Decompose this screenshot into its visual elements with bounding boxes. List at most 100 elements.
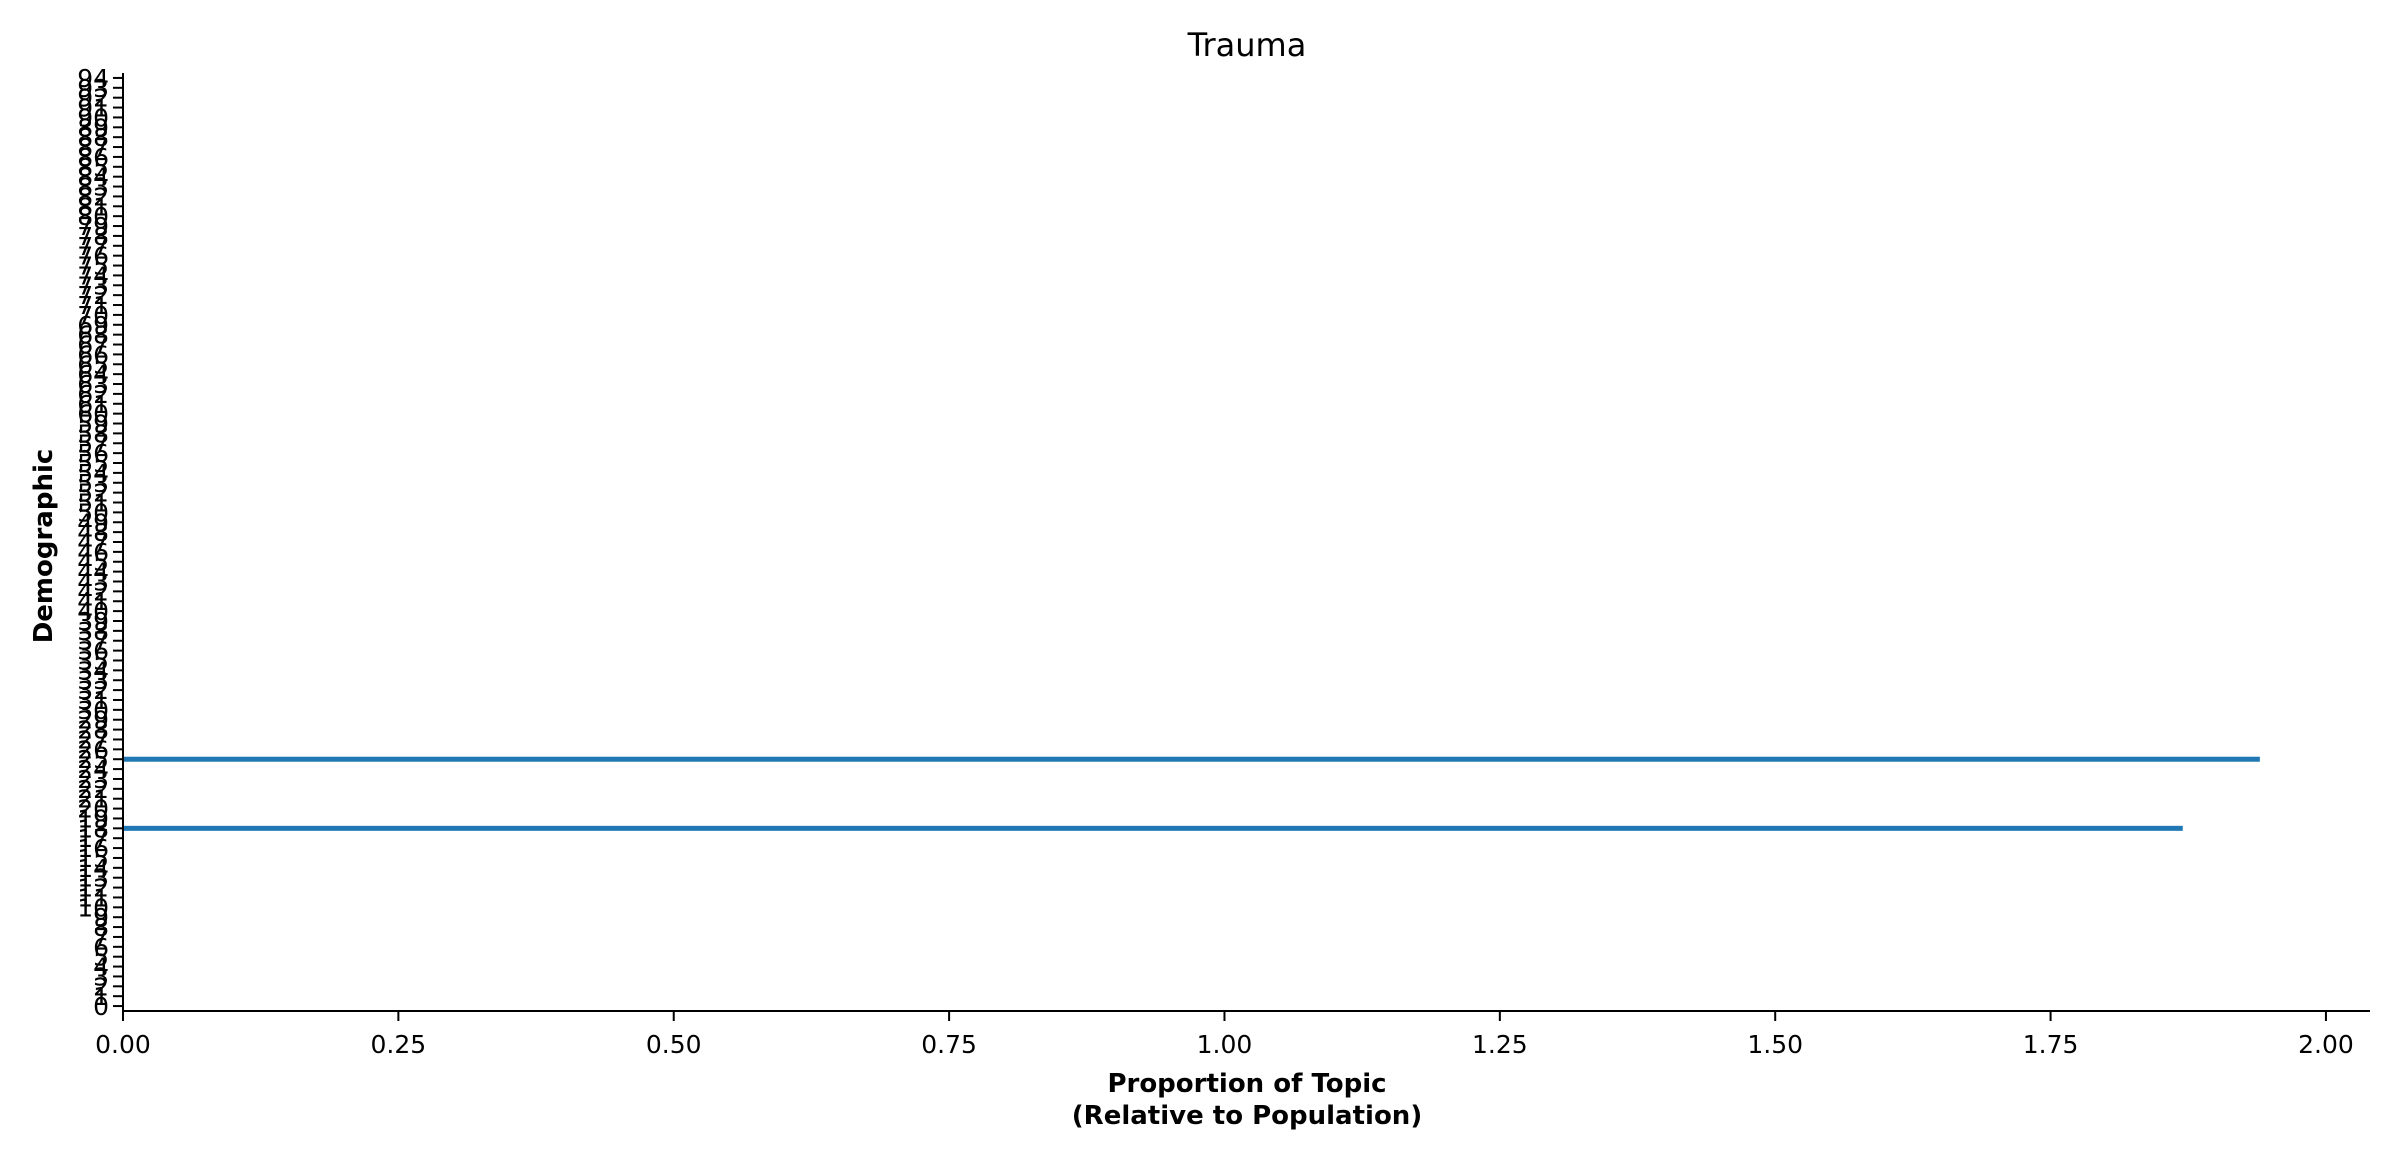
- y-tick-label: 76: [77, 242, 109, 271]
- y-tick-label: 59: [77, 410, 109, 439]
- y-tick-label: 35: [77, 646, 109, 675]
- y-tick-label: 62: [77, 380, 109, 409]
- y-tick-label: 94: [77, 64, 109, 93]
- y-tick-label: 3: [93, 962, 109, 991]
- y-tick-label: 71: [77, 291, 109, 320]
- y-tick-label: 90: [77, 103, 109, 132]
- y-tick-label: 47: [77, 528, 109, 557]
- x-tick-label: 1.75: [2023, 1030, 2079, 1059]
- y-tick-label: 33: [77, 666, 109, 695]
- x-axis-ticks: 0.00 0.25 0.50 0.75 1.00 1.25 1.50 1.75 2.00: [95, 1011, 2354, 1059]
- y-tick-label: 8: [93, 913, 109, 942]
- y-tick-label: 5: [93, 943, 109, 972]
- y-tick-label: 10: [77, 893, 109, 922]
- y-tick-label: 2: [93, 972, 109, 1001]
- y-tick-label: 66: [77, 340, 109, 369]
- y-tick-label: 6: [93, 933, 109, 962]
- y-tick-label: 85: [77, 153, 109, 182]
- y-tick-label: 37: [77, 627, 109, 656]
- y-tick-label: 58: [77, 419, 109, 448]
- y-tick-label: 69: [77, 311, 109, 340]
- y-tick-label: 28: [77, 716, 109, 745]
- chart-title: Trauma: [1187, 26, 1307, 64]
- y-tick-label: 81: [77, 192, 109, 221]
- y-tick-label: 21: [77, 785, 109, 814]
- y-tick-label: 92: [77, 84, 109, 113]
- x-tick-label: 1.50: [1747, 1030, 1803, 1059]
- x-tick-label: 0.25: [371, 1030, 427, 1059]
- bar: [123, 825, 2183, 831]
- y-tick-label: 72: [77, 281, 109, 310]
- y-tick-label: 4: [93, 953, 109, 982]
- y-tick-label: 44: [77, 558, 109, 587]
- y-tick-label: 19: [77, 804, 109, 833]
- y-tick-label: 70: [77, 301, 109, 330]
- y-tick-label: 52: [77, 479, 109, 508]
- y-tick-label: 17: [77, 824, 109, 853]
- y-tick-label: 27: [77, 725, 109, 754]
- y-tick-label: 43: [77, 567, 109, 596]
- y-tick-label: 48: [77, 518, 109, 547]
- y-tick-label: 91: [77, 94, 109, 123]
- y-axis-ticks: 0123456789101112131415161718192021222324…: [77, 64, 123, 1021]
- y-tick-label: 26: [77, 735, 109, 764]
- x-tick-label: 0.75: [921, 1030, 977, 1059]
- y-tick-label: 73: [77, 271, 109, 300]
- y-tick-label: 49: [77, 508, 109, 537]
- y-tick-label: 40: [77, 597, 109, 626]
- y-tick-label: 79: [77, 212, 109, 241]
- y-tick-label: 45: [77, 548, 109, 577]
- x-tick-label: 1.00: [1197, 1030, 1253, 1059]
- y-tick-label: 32: [77, 676, 109, 705]
- y-tick-label: 65: [77, 350, 109, 379]
- y-tick-label: 57: [77, 429, 109, 458]
- bar-series: [123, 756, 2260, 831]
- y-tick-label: 75: [77, 252, 109, 281]
- y-tick-label: 31: [77, 686, 109, 715]
- y-tick-label: 20: [77, 795, 109, 824]
- y-tick-label: 30: [77, 696, 109, 725]
- y-tick-label: 16: [77, 834, 109, 863]
- y-tick-label: 9: [93, 903, 109, 932]
- y-tick-label: 22: [77, 775, 109, 804]
- y-tick-label: 80: [77, 202, 109, 231]
- y-tick-label: 14: [77, 854, 109, 883]
- y-tick-label: 86: [77, 143, 109, 172]
- y-tick-label: 39: [77, 607, 109, 636]
- y-tick-label: 36: [77, 637, 109, 666]
- y-tick-label: 68: [77, 321, 109, 350]
- y-tick-label: 13: [77, 864, 109, 893]
- y-tick-label: 0: [93, 992, 109, 1021]
- y-tick-label: 61: [77, 390, 109, 419]
- y-tick-label: 60: [77, 400, 109, 429]
- x-axis-label-line-2: (Relative to Population): [1072, 1101, 1422, 1131]
- y-tick-label: 7: [93, 923, 109, 952]
- y-tick-label: 29: [77, 706, 109, 735]
- y-tick-label: 15: [77, 844, 109, 873]
- y-tick-label: 89: [77, 113, 109, 142]
- bar: [123, 756, 2260, 762]
- x-tick-label: 1.25: [1472, 1030, 1528, 1059]
- y-tick-label: 93: [77, 74, 109, 103]
- y-tick-label: 56: [77, 439, 109, 468]
- x-axis-label-line-1: Proportion of Topic: [1107, 1069, 1386, 1099]
- y-tick-label: 51: [77, 489, 109, 518]
- y-axis-label: Demographic: [29, 449, 59, 644]
- y-tick-label: 41: [77, 587, 109, 616]
- y-tick-label: 38: [77, 617, 109, 646]
- y-tick-label: 53: [77, 469, 109, 498]
- y-tick-label: 34: [77, 656, 109, 685]
- y-tick-label: 84: [77, 163, 109, 192]
- y-tick-label: 18: [77, 814, 109, 843]
- y-tick-label: 78: [77, 222, 109, 251]
- y-tick-label: 46: [77, 538, 109, 567]
- y-tick-label: 67: [77, 331, 109, 360]
- y-tick-label: 82: [77, 182, 109, 211]
- y-tick-label: 24: [77, 755, 109, 784]
- x-tick-label: 0.50: [646, 1030, 702, 1059]
- y-tick-label: 87: [77, 133, 109, 162]
- y-tick-label: 23: [77, 765, 109, 794]
- y-tick-label: 63: [77, 370, 109, 399]
- y-tick-label: 12: [77, 874, 109, 903]
